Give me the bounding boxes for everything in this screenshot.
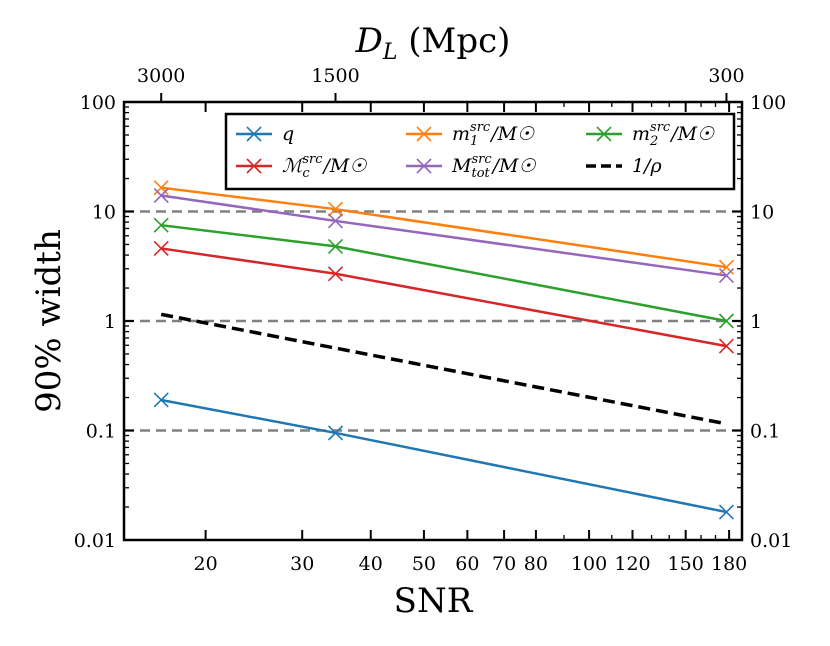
legend-box — [224, 112, 736, 191]
top-axis-tick-label: 3000 — [137, 65, 185, 87]
y-tick-label-right: 1 — [750, 311, 762, 333]
legend-label-0: q — [282, 123, 294, 145]
x-tick-label: 180 — [711, 553, 747, 575]
top-axis-tick-label: 1500 — [311, 65, 359, 87]
legend-marker-1 — [416, 126, 432, 142]
reference-lines — [124, 210, 742, 432]
data-point-1-0 — [153, 180, 169, 196]
x-tick-label: 40 — [359, 553, 383, 575]
ticks-layer: 0.01 0.01 0.1 0.1 1 1 10 10 100 100 20 30 40 50 60 70 80… — [74, 65, 793, 575]
data-point-3-0 — [153, 240, 169, 256]
data-point-0-1 — [327, 425, 344, 441]
data-point-4-2 — [718, 267, 735, 284]
data-point-4-1 — [327, 213, 344, 229]
series-line-5 — [160, 312, 727, 426]
legend-label-2: msrc 2/M☉ — [632, 120, 715, 149]
series-line-0 — [160, 398, 727, 514]
x-tick-label: 60 — [455, 553, 479, 575]
y-tick-label-left: 0.1 — [86, 421, 116, 443]
data-point-0-0 — [153, 392, 169, 408]
data-point-2-0 — [153, 217, 169, 233]
x-axis-title: SNR — [394, 581, 474, 621]
series-line-1 — [161, 186, 727, 269]
y-axis-title: 90% width — [29, 229, 69, 413]
x-tick-label: 20 — [194, 553, 218, 575]
y-tick-label-right: 100 — [750, 92, 786, 114]
legend-marker-0 — [246, 126, 262, 142]
legend-label-4: Msrc tot/M☉ — [451, 152, 536, 181]
top-axis-tick-label: 300 — [708, 65, 744, 87]
legend-marker-4 — [416, 158, 432, 174]
x-tick-label: 50 — [412, 553, 436, 575]
legend-label-5: 1/ρ — [632, 155, 662, 177]
data-point-2-1 — [327, 238, 344, 254]
y-tick-label-left: 10 — [92, 202, 116, 224]
series-line-2 — [161, 223, 727, 323]
x-tick-label: 120 — [614, 553, 650, 575]
x-tick-label: 30 — [290, 553, 314, 575]
x-tick-label: 150 — [668, 553, 704, 575]
x-tick-label: 100 — [571, 553, 607, 575]
y-tick-label-right: 0.1 — [750, 421, 780, 443]
legend-marker-3 — [246, 158, 262, 174]
y-tick-label-right: 10 — [750, 202, 774, 224]
legend-label-1: msrc 1/M☉ — [452, 120, 535, 149]
data-point-4-0 — [153, 187, 169, 204]
data-point-3-2 — [718, 338, 735, 354]
data-point-0-2 — [718, 504, 735, 520]
y-tick-label-right: 0.01 — [750, 530, 792, 552]
y-tick-label-left: 100 — [80, 92, 116, 114]
series-layer — [153, 180, 735, 520]
top-axis-title: DL (Mpc) — [355, 21, 511, 65]
legend: q msrc 1/M☉ msrc 2/M☉ ℳsrc c/M☉ Msrc tot/M☉ 1/ρ — [224, 112, 736, 191]
data-point-1-1 — [327, 201, 344, 217]
y-tick-label-left: 0.01 — [74, 530, 116, 552]
x-tick-label: 80 — [524, 553, 548, 575]
y-tick-label-left: 1 — [104, 311, 116, 333]
x-tick-label: 70 — [492, 553, 516, 575]
legend-marker-2 — [596, 126, 612, 142]
data-point-3-1 — [327, 266, 344, 282]
data-point-2-2 — [718, 313, 735, 329]
legend-label-3: ℳsrc c/M☉ — [282, 152, 367, 181]
